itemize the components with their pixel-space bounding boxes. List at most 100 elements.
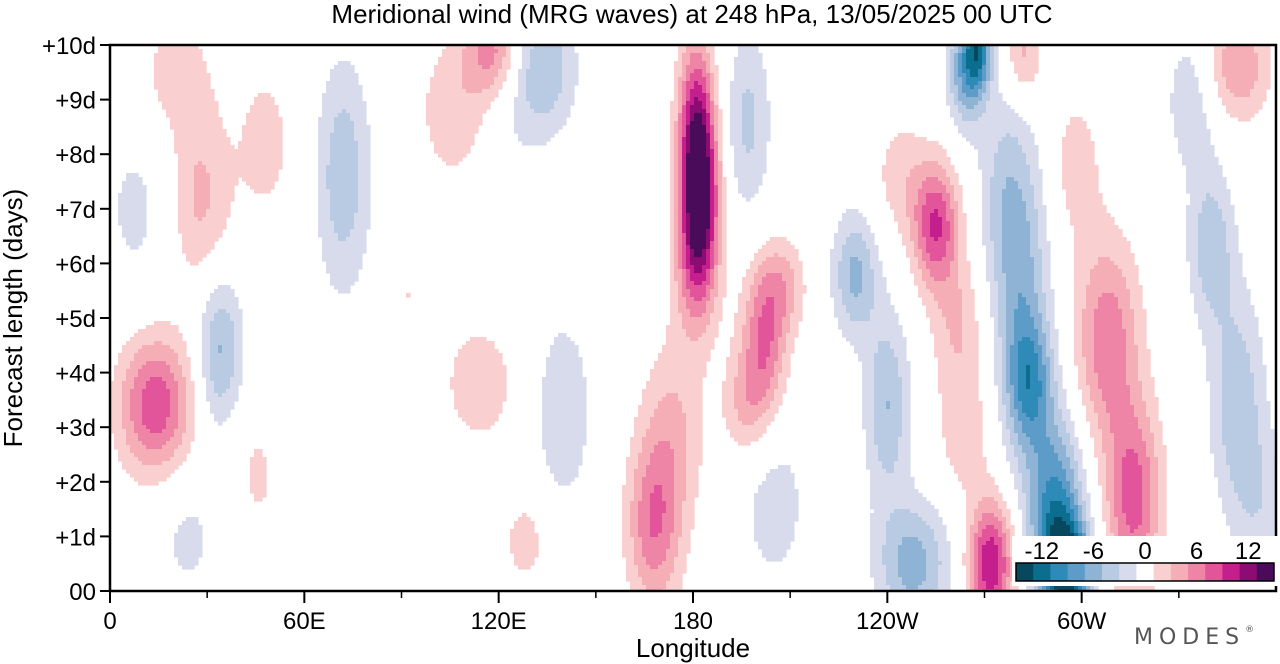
contour-cell	[978, 109, 983, 114]
contour-cell	[258, 93, 263, 98]
contour-cell	[226, 157, 231, 162]
contour-cell	[958, 81, 963, 86]
contour-cell	[222, 193, 227, 198]
contour-cell	[1002, 149, 1007, 154]
contour-cell	[138, 197, 143, 202]
contour-cell	[1230, 209, 1235, 214]
contour-cell	[686, 117, 691, 122]
contour-cell	[362, 153, 367, 158]
contour-cell	[470, 65, 475, 70]
contour-cell	[978, 133, 983, 138]
contour-cell	[686, 129, 691, 134]
contour-cell	[734, 169, 739, 174]
contour-cell	[198, 177, 203, 182]
contour-cell	[1182, 109, 1187, 114]
contour-cell	[1022, 197, 1027, 202]
contour-cell	[1186, 129, 1191, 134]
contour-cell	[734, 137, 739, 142]
contour-cell	[674, 113, 679, 118]
contour-cell	[758, 117, 763, 122]
contour-cell	[1102, 221, 1107, 226]
contour-cell	[678, 193, 683, 198]
contour-cell	[902, 209, 907, 214]
contour-cell	[934, 193, 939, 198]
contour-cell	[718, 125, 723, 130]
contour-cell	[1238, 101, 1243, 106]
contour-cell	[562, 61, 567, 66]
contour-cell	[678, 217, 683, 222]
contour-cell	[1034, 173, 1039, 178]
contour-cell	[354, 193, 359, 198]
contour-cell	[954, 81, 959, 86]
contour-cell	[718, 169, 723, 174]
contour-cell	[522, 65, 527, 70]
contour-cell	[1082, 197, 1087, 202]
contour-cell	[750, 121, 755, 126]
contour-cell	[1022, 169, 1027, 174]
contour-cell	[1186, 57, 1191, 62]
contour-cell	[1190, 193, 1195, 198]
contour-cell	[474, 49, 479, 54]
contour-cell	[922, 149, 927, 154]
contour-cell	[366, 125, 371, 130]
contour-cell	[506, 49, 511, 54]
contour-cell	[218, 205, 223, 210]
contour-cell	[326, 165, 331, 170]
contour-cell	[958, 53, 963, 58]
contour-cell	[206, 125, 211, 130]
contour-cell	[346, 181, 351, 186]
contour-cell	[246, 149, 251, 154]
contour-cell	[206, 217, 211, 222]
contour-cell	[354, 97, 359, 102]
contour-cell	[718, 149, 723, 154]
contour-cell	[1254, 97, 1259, 102]
contour-cell	[746, 65, 751, 70]
contour-cell	[750, 169, 755, 174]
contour-cell	[898, 169, 903, 174]
contour-cell	[226, 205, 231, 210]
contour-cell	[522, 73, 527, 78]
contour-cell	[358, 101, 363, 106]
contour-cell	[546, 57, 551, 62]
contour-cell	[434, 89, 439, 94]
contour-cell	[710, 45, 715, 50]
contour-cell	[1086, 181, 1091, 186]
contour-cell	[478, 81, 483, 86]
contour-cell	[690, 89, 695, 94]
contour-cell	[1090, 205, 1095, 210]
contour-cell	[1230, 73, 1235, 78]
contour-cell	[446, 145, 451, 150]
contour-cell	[750, 185, 755, 190]
contour-cell	[326, 181, 331, 186]
contour-cell	[358, 213, 363, 218]
contour-cell	[330, 113, 335, 118]
contour-cell	[1178, 81, 1183, 86]
contour-cell	[366, 137, 371, 142]
contour-cell	[698, 45, 703, 50]
contour-cell	[710, 77, 715, 82]
contour-cell	[198, 73, 203, 78]
contour-cell	[990, 129, 995, 134]
contour-cell	[522, 57, 527, 62]
contour-cell	[710, 65, 715, 70]
contour-cell	[1186, 85, 1191, 90]
contour-cell	[210, 189, 215, 194]
contour-cell	[1010, 149, 1015, 154]
contour-cell	[694, 177, 699, 182]
contour-cell	[338, 205, 343, 210]
contour-cell	[226, 141, 231, 146]
contour-cell	[1038, 185, 1043, 190]
contour-cell	[330, 193, 335, 198]
contour-cell	[322, 201, 327, 206]
contour-cell	[850, 213, 855, 218]
contour-cell	[526, 65, 531, 70]
contour-cell	[1086, 133, 1091, 138]
contour-cell	[754, 157, 759, 162]
contour-cell	[710, 209, 715, 214]
contour-cell	[258, 141, 263, 146]
contour-cell	[746, 117, 751, 122]
contour-cell	[1202, 153, 1207, 158]
contour-cell	[1262, 73, 1267, 78]
contour-cell	[1066, 161, 1071, 166]
contour-cell	[1238, 93, 1243, 98]
